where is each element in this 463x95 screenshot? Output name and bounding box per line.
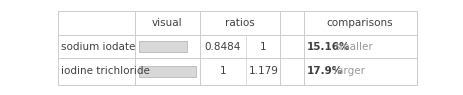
FancyBboxPatch shape (138, 66, 196, 77)
Text: 1.179: 1.179 (248, 66, 278, 76)
Text: larger: larger (334, 66, 365, 76)
Text: 15.16%: 15.16% (307, 42, 351, 51)
Text: 0.8484: 0.8484 (205, 42, 241, 51)
Text: smaller: smaller (334, 42, 373, 51)
FancyBboxPatch shape (138, 41, 188, 52)
Text: 1: 1 (219, 66, 226, 76)
Text: iodine trichloride: iodine trichloride (62, 66, 150, 76)
Text: sodium iodate: sodium iodate (62, 42, 136, 51)
Text: 17.9%: 17.9% (307, 66, 344, 76)
Text: comparisons: comparisons (327, 18, 394, 28)
Text: 1: 1 (260, 42, 267, 51)
Text: visual: visual (152, 18, 182, 28)
Text: ratios: ratios (225, 18, 255, 28)
